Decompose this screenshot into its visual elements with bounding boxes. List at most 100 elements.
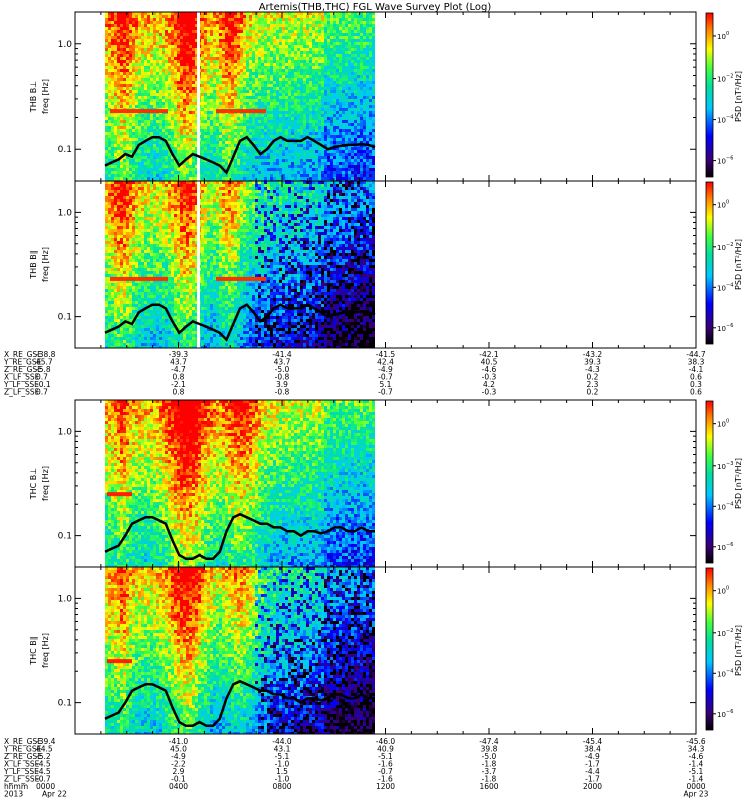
y-tick-label: 1.0 bbox=[58, 40, 73, 50]
ephemeris-value: -0.8 bbox=[275, 373, 290, 382]
ephemeris-value: -5.1 bbox=[275, 752, 290, 761]
ephemeris-value: -1.7 bbox=[585, 775, 600, 784]
time-label: 0400 bbox=[169, 782, 188, 791]
colorbar-tick-exponent: −4 bbox=[726, 115, 733, 121]
panel-ylabel: freq [Hz] bbox=[41, 247, 50, 282]
ephemeris-value: 0.7 bbox=[36, 373, 48, 382]
time-label: 0000 bbox=[36, 782, 55, 791]
ephemeris-value: -2.2 bbox=[171, 760, 186, 769]
ephemeris-value: -4.5 bbox=[36, 760, 51, 769]
trace-line bbox=[104, 303, 376, 342]
ephemeris-value: -1.4 bbox=[689, 775, 704, 784]
end-date-label: Apr 23 bbox=[684, 790, 709, 799]
ephemeris-value: -5.0 bbox=[275, 365, 290, 374]
interference-line bbox=[107, 492, 132, 497]
time-label: 0000 bbox=[686, 782, 705, 791]
colorbar-tick-label: 10 bbox=[717, 76, 726, 84]
interference-line bbox=[107, 659, 132, 664]
ephemeris-value: -43.2 bbox=[583, 350, 603, 359]
ephemeris-value: -46.0 bbox=[376, 737, 396, 746]
panel-ylabel: freq [Hz] bbox=[41, 79, 50, 114]
ephemeris-value: 0.3 bbox=[690, 380, 702, 389]
ephemeris-value: -41.0 bbox=[169, 737, 189, 746]
ephemeris-value: 2.3 bbox=[587, 380, 599, 389]
ephemeris-row-label: Y_LF_SSE bbox=[3, 767, 39, 776]
colorbar-tick-label: 10 bbox=[717, 503, 726, 511]
thb-ephemeris-block: X_RE_GSE-38.8Y_RE_GSE45.7Z_RE_GSE-5.8X_L… bbox=[3, 350, 706, 397]
ephemeris-value: -0.7 bbox=[378, 388, 393, 397]
ephemeris-value: -0.3 bbox=[482, 388, 497, 397]
ephemeris-value: -0.7 bbox=[36, 775, 51, 784]
ephemeris-value: 0.8 bbox=[173, 388, 185, 397]
colorbar-tick-label: 10 bbox=[717, 33, 726, 41]
ephemeris-value: 45.0 bbox=[170, 745, 187, 754]
colorbar-tick-label: 10 bbox=[717, 711, 726, 719]
ephemeris-value: 40.5 bbox=[481, 358, 498, 367]
ephemeris-value: 0.2 bbox=[587, 388, 599, 397]
ephemeris-value: -1.6 bbox=[378, 760, 393, 769]
colorbar-tick-exponent: 0 bbox=[726, 586, 729, 592]
ephemeris-value: -4.1 bbox=[689, 365, 704, 374]
y-tick-label: 0.1 bbox=[58, 532, 72, 542]
chart-title: Artemis(THB,THC) FGL Wave Survey Plot (L… bbox=[259, 2, 492, 13]
time-label: 1600 bbox=[479, 782, 498, 791]
ephemeris-value: 0.6 bbox=[690, 373, 702, 382]
ephemeris-value: -1.7 bbox=[585, 760, 600, 769]
panel-probe-label: THB B⊥ bbox=[29, 81, 38, 113]
ephemeris-value: -5.0 bbox=[482, 752, 497, 761]
ephemeris-value: 38.3 bbox=[688, 358, 705, 367]
colorbar-tick-label: 10 bbox=[717, 630, 726, 638]
ephemeris-value: 3.9 bbox=[276, 380, 288, 389]
colorbar-tick-label: 10 bbox=[717, 544, 726, 552]
ephemeris-row-label: Z_RE_GSE bbox=[4, 365, 42, 374]
colorbar-tick-label: 10 bbox=[717, 463, 726, 471]
colorbar bbox=[705, 400, 714, 564]
ephemeris-value: -4.9 bbox=[585, 752, 600, 761]
ephemeris-value: -1.0 bbox=[275, 760, 290, 769]
ephemeris-value: 0.6 bbox=[690, 388, 702, 397]
panel-ylabel: freq [Hz] bbox=[41, 633, 50, 668]
colorbar-tick-exponent: −4 bbox=[726, 501, 733, 507]
colorbar bbox=[705, 12, 714, 178]
panel-ylabel: freq [Hz] bbox=[41, 466, 50, 501]
ephemeris-value: -5.1 bbox=[378, 752, 393, 761]
ephemeris-value: 43.1 bbox=[274, 745, 291, 754]
trace-line bbox=[104, 512, 375, 560]
colorbar-tick-exponent: −6 bbox=[726, 542, 733, 548]
ephemeris-value: 39.3 bbox=[584, 358, 601, 367]
ephemeris-row-label: 2013 bbox=[4, 790, 23, 799]
colorbar bbox=[705, 567, 714, 731]
panel-probe-label: THC B⊥ bbox=[29, 468, 38, 501]
ephemeris-value: 43.7 bbox=[170, 358, 187, 367]
ephemeris-value: -1.8 bbox=[482, 760, 497, 769]
spectrogram-image bbox=[105, 181, 375, 348]
ephemeris-value: -44.0 bbox=[272, 737, 292, 746]
ephemeris-value: 1.5 bbox=[276, 767, 288, 776]
ephemeris-value: 39.8 bbox=[481, 745, 498, 754]
y-tick-label: 0.1 bbox=[58, 699, 72, 709]
ephemeris-value: -42.1 bbox=[479, 350, 499, 359]
colorbar-tick-label: 10 bbox=[717, 284, 726, 292]
y-tick-label: 1.0 bbox=[58, 208, 73, 218]
colorbar-tick-exponent: −4 bbox=[726, 282, 733, 288]
ephemeris-value: -0.8 bbox=[275, 388, 290, 397]
colorbar-label: PSD [nT²/Hz] bbox=[734, 239, 743, 290]
colorbar-label: PSD [nT²/Hz] bbox=[734, 625, 743, 676]
time-label: 1200 bbox=[376, 782, 395, 791]
colorbar-tick-exponent: −6 bbox=[726, 323, 733, 329]
colorbar-tick-label: 10 bbox=[717, 325, 726, 333]
y-tick-label: 1.0 bbox=[58, 427, 73, 437]
colorbar-tick-label: 10 bbox=[717, 117, 726, 125]
time-label: 2000 bbox=[583, 782, 602, 791]
ephemeris-row-label: Y_RE_GSE bbox=[3, 745, 42, 754]
colorbar-tick-exponent: −6 bbox=[726, 709, 733, 715]
y-tick-label: 0.1 bbox=[58, 313, 72, 323]
ephemeris-value: 34.3 bbox=[688, 745, 705, 754]
ephemeris-value: -38.8 bbox=[36, 350, 56, 359]
ephemeris-value: -5.8 bbox=[36, 365, 51, 374]
